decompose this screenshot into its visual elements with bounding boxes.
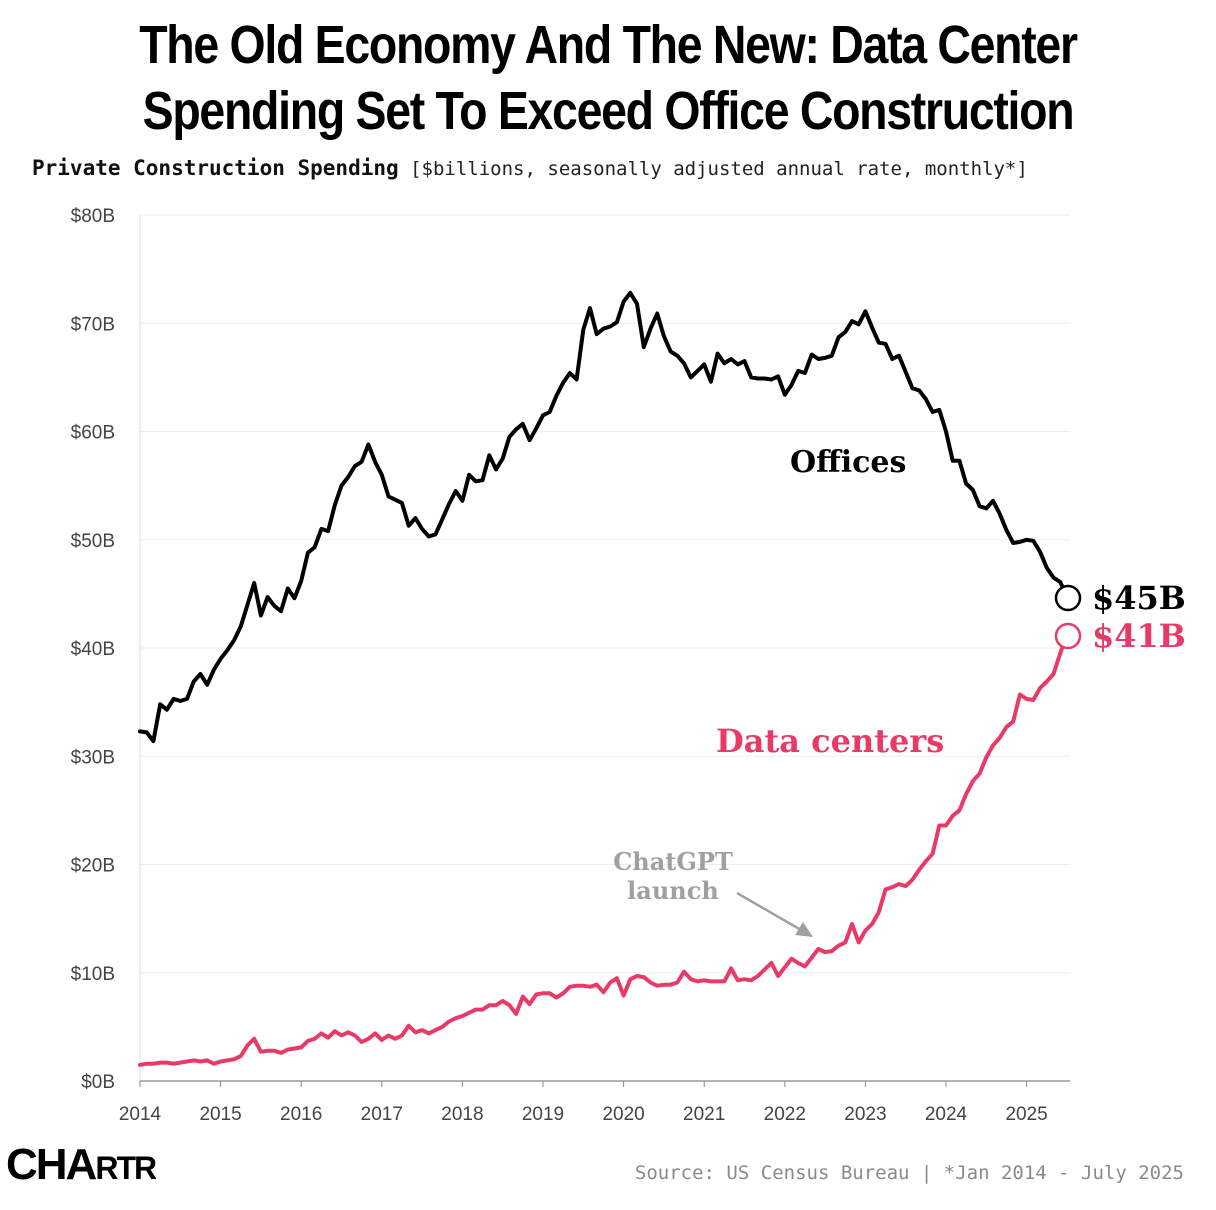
y-tick-label: $50B bbox=[71, 531, 115, 552]
chart-title-line-2: Spending Set To Exceed Office Constructi… bbox=[142, 81, 1075, 141]
x-axis-ticks: 2014 2015 2016 2017 2018 2019 2020 2021 2022 2023… bbox=[119, 1081, 1048, 1125]
x-tick-label: 2022 bbox=[764, 1104, 806, 1125]
y-tick-label: $30B bbox=[71, 747, 115, 768]
end-marker bbox=[1054, 584, 1082, 612]
series-labels: $45B$41B Offices Data centers bbox=[716, 445, 1186, 760]
series-name-label: Offices bbox=[790, 445, 906, 480]
annotation-arrow-head bbox=[795, 922, 813, 937]
gridlines bbox=[139, 214, 1070, 1082]
series-name-label: Data centers bbox=[716, 722, 944, 760]
end-marker bbox=[1054, 622, 1082, 650]
series-line-offices bbox=[138, 290, 1069, 744]
annotation-arrow-line bbox=[736, 891, 802, 932]
x-tick-label: 2019 bbox=[522, 1104, 564, 1125]
x-tick-label: 2020 bbox=[602, 1104, 644, 1125]
end-value-label: $41B bbox=[1092, 617, 1186, 655]
x-tick-label: 2021 bbox=[683, 1104, 725, 1125]
x-tick-label: 2015 bbox=[199, 1104, 241, 1125]
y-tick-label: $80B bbox=[71, 206, 115, 227]
source-note: Source: US Census Bureau | *Jan 2014 - J… bbox=[634, 1162, 1184, 1184]
annotation-line-1: ChatGPT bbox=[613, 847, 733, 876]
y-tick-label: $70B bbox=[71, 314, 115, 335]
x-tick-label: 2025 bbox=[1005, 1104, 1047, 1125]
end-value-label: $45B bbox=[1092, 579, 1186, 617]
series-lines bbox=[138, 290, 1069, 1067]
logo-big: CHA bbox=[6, 1140, 97, 1189]
chart-subtitle-bold: Private Construction Spending bbox=[32, 156, 399, 180]
y-tick-label: $20B bbox=[71, 856, 115, 877]
annotation-line-2: launch bbox=[627, 876, 719, 905]
logo-small: RTR bbox=[95, 1150, 157, 1186]
x-tick-label: 2017 bbox=[361, 1104, 403, 1125]
series-line-data-centers bbox=[138, 633, 1069, 1067]
chart-title: The Old Economy And The New: Data Center… bbox=[85, 12, 1131, 144]
chart-subtitle: Private Construction Spending [$billions… bbox=[32, 156, 1028, 180]
x-tick-label: 2024 bbox=[925, 1104, 968, 1125]
x-tick-label: 2023 bbox=[844, 1104, 886, 1125]
y-tick-label: $40B bbox=[71, 639, 115, 660]
y-axis-ticks: $0B $10B $20B $30B $40B $50B $60B $70B $80B bbox=[71, 206, 115, 1093]
y-tick-label: $10B bbox=[71, 964, 115, 985]
x-tick-label: 2014 bbox=[119, 1104, 162, 1125]
chart-subtitle-units: [$billions, seasonally adjusted annual r… bbox=[410, 158, 1028, 180]
chartr-logo: CHARTR bbox=[6, 1140, 157, 1190]
y-tick-label: $60B bbox=[71, 423, 115, 444]
x-tick-label: 2018 bbox=[441, 1104, 483, 1125]
x-tick-label: 2016 bbox=[280, 1104, 322, 1125]
chart-title-line-1: The Old Economy And The New: Data Center bbox=[139, 15, 1078, 75]
y-tick-label: $0B bbox=[81, 1072, 115, 1093]
